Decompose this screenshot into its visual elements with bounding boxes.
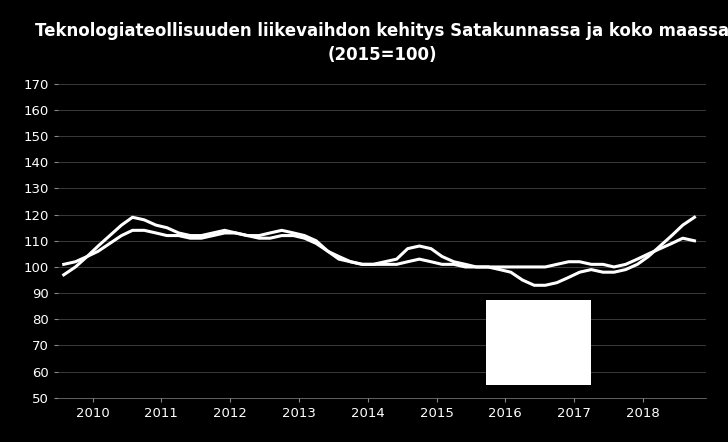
Bar bbox=[486, 300, 590, 385]
Title: Teknologiateollisuuden liikevaihdon kehitys Satakunnassa ja koko maassa
(2015=10: Teknologiateollisuuden liikevaihdon kehi… bbox=[35, 22, 728, 64]
